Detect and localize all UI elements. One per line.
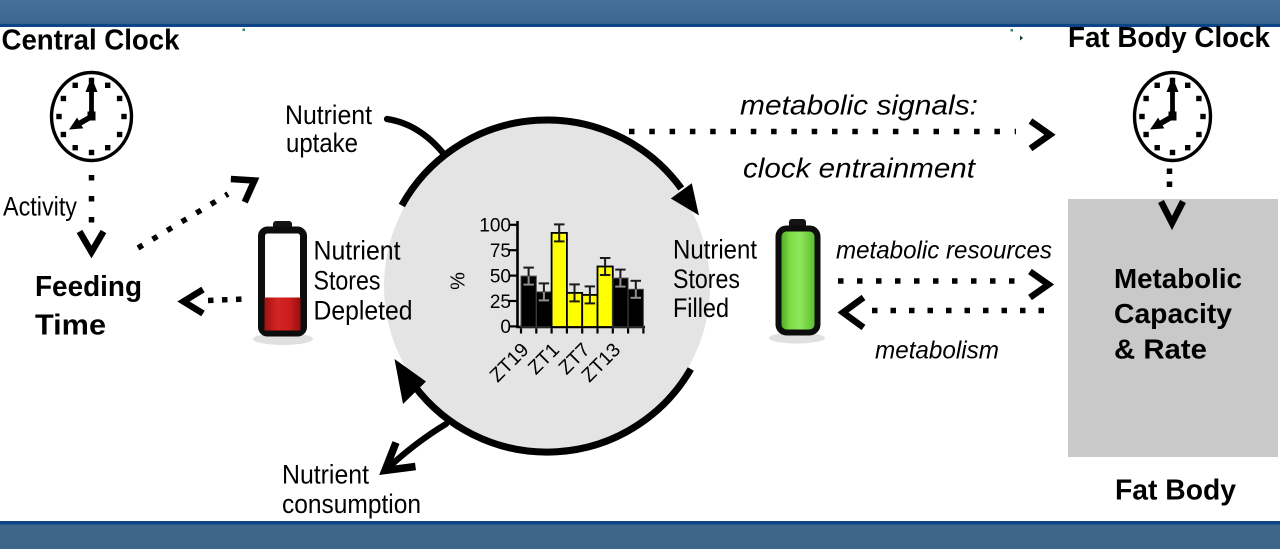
- svg-text:Stores: Stores: [673, 264, 740, 294]
- svg-text:Nutrient: Nutrient: [282, 460, 369, 490]
- svg-text:metabolism: metabolism: [875, 337, 999, 365]
- svg-text:100: 100: [479, 216, 511, 237]
- svg-text:Feeding: Feeding: [35, 271, 142, 303]
- svg-text:Nutrient: Nutrient: [673, 235, 757, 265]
- svg-text:Depleted: Depleted: [314, 296, 413, 326]
- svg-text:Nutrient: Nutrient: [285, 100, 372, 130]
- svg-text:clock entrainment: clock entrainment: [743, 153, 976, 184]
- svg-text:Stores: Stores: [314, 266, 381, 296]
- svg-text:25: 25: [490, 292, 511, 313]
- svg-text:metabolic resources: metabolic resources: [836, 237, 1052, 265]
- svg-text:%: %: [448, 272, 470, 290]
- svg-text:Metabolic: Metabolic: [1114, 263, 1242, 294]
- svg-text:Filled: Filled: [673, 293, 729, 323]
- svg-text:0: 0: [500, 317, 511, 338]
- svg-text:Activity: Activity: [3, 192, 77, 222]
- svg-text:Fat Body: Fat Body: [1115, 475, 1236, 507]
- svg-text:Nutrient: Nutrient: [314, 236, 401, 266]
- svg-text:consumption: consumption: [282, 489, 421, 519]
- svg-text:& Rate: & Rate: [1114, 334, 1207, 365]
- svg-text:Capacity: Capacity: [1114, 298, 1232, 329]
- svg-text:uptake: uptake: [286, 128, 358, 158]
- svg-text:Time: Time: [35, 310, 106, 342]
- svg-text:Central Clock: Central Clock: [2, 25, 181, 57]
- svg-text:metabolic signals:: metabolic signals:: [740, 90, 978, 121]
- svg-text:75: 75: [490, 241, 511, 262]
- svg-text:Fat Body Clock: Fat Body Clock: [1068, 22, 1271, 54]
- svg-text:50: 50: [490, 266, 511, 287]
